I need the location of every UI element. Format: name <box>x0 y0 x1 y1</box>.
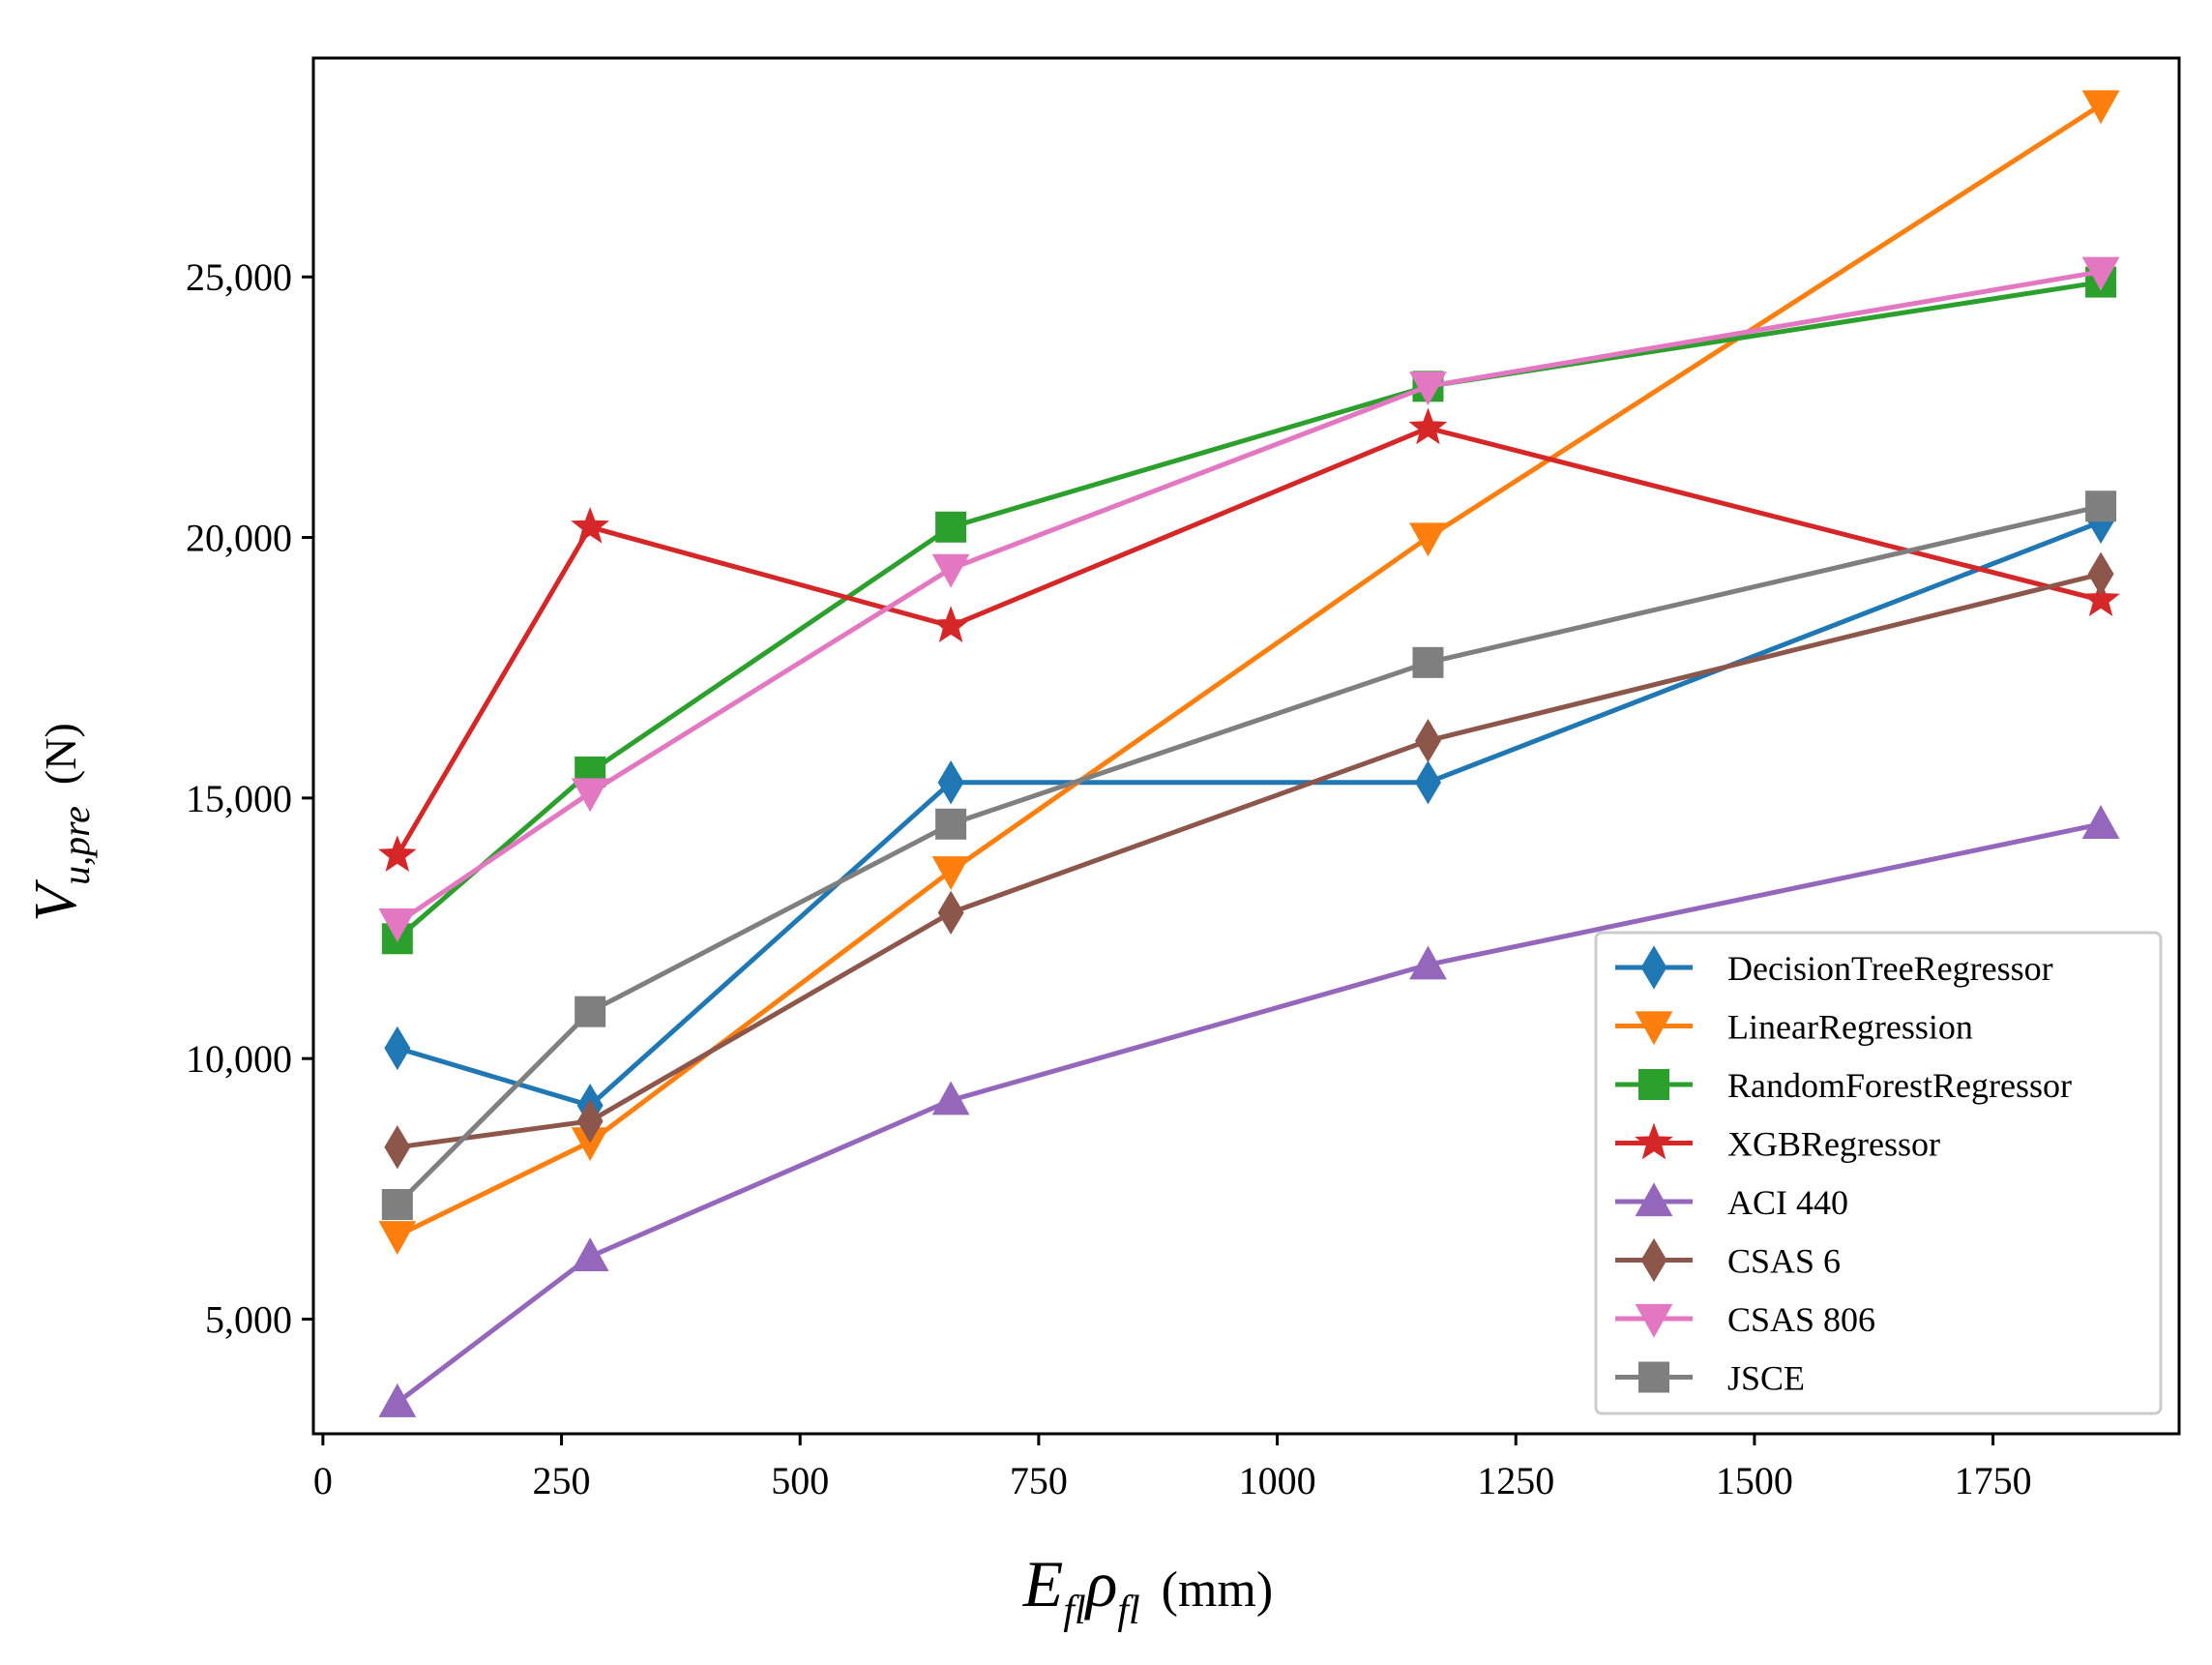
legend-label: JSCE <box>1727 1359 1805 1398</box>
data-point-marker <box>576 1099 604 1144</box>
data-point-marker <box>935 808 967 840</box>
data-point-marker <box>2085 491 2117 522</box>
legend-marker <box>1635 1011 1673 1046</box>
series-jsce <box>381 491 2117 1220</box>
x-axis-label-subscript-2: fl <box>1117 1589 1139 1633</box>
series-layer <box>377 90 2120 1417</box>
y-tick-label: 10,000 <box>186 1037 292 1081</box>
y-axis-label-unit: (N) <box>36 723 85 785</box>
series-decisiontreeregressor <box>384 499 2114 1128</box>
data-point-marker <box>931 606 970 643</box>
data-point-marker <box>2081 580 2120 617</box>
plot-area-frame <box>311 56 2181 1436</box>
x-axis-label-subscript-1: fl <box>1063 1589 1085 1633</box>
legend-label: CSAS 6 <box>1727 1242 1841 1281</box>
legend-marker <box>1635 1182 1673 1217</box>
y-tick-label: 25,000 <box>186 255 292 299</box>
data-point-marker <box>378 1221 417 1256</box>
x-axis-label-unit: (mm) <box>1162 1562 1274 1618</box>
data-point-marker <box>571 506 610 544</box>
legend-entry: LinearRegression <box>1615 1008 1973 1047</box>
x-tick-label: 1250 <box>1477 1459 1554 1502</box>
x-tick-label: 750 <box>1010 1459 1068 1502</box>
data-point-marker <box>575 996 606 1027</box>
series-aci-440 <box>378 805 2120 1417</box>
data-point-marker <box>377 835 417 873</box>
legend-frame <box>1594 931 2163 1415</box>
legend-marker <box>1640 945 1667 990</box>
data-point-marker <box>935 511 967 543</box>
y-axis-label-symbol: V <box>23 879 89 922</box>
x-tick-label: 1000 <box>1239 1459 1316 1502</box>
legend-entry: DecisionTreeRegressor <box>1615 945 2053 990</box>
x-tick-label: 1750 <box>1955 1459 2032 1502</box>
legend-label: ACI 440 <box>1727 1183 1848 1222</box>
data-point-marker <box>384 1125 411 1170</box>
legend-marker <box>1638 1361 1669 1393</box>
legend-marker <box>1640 1237 1667 1283</box>
data-point-marker <box>2081 805 2120 839</box>
y-tick-label: 20,000 <box>186 517 292 560</box>
data-point-marker <box>931 856 970 891</box>
legend-entry: RandomForestRegressor <box>1615 1066 2072 1105</box>
x-tick-label: 0 <box>313 1459 333 1502</box>
data-point-marker <box>1412 646 1444 678</box>
data-point-marker <box>2081 256 2120 291</box>
legend-marker <box>1635 1303 1673 1338</box>
series-xgbregressor <box>377 407 2120 873</box>
x-axis-label: Eflρfl (mm) <box>1022 1547 1273 1633</box>
data-point-marker <box>937 760 964 805</box>
data-point-marker <box>571 778 609 813</box>
axes-layer: 0 250 500 750 1000 1250 1500 1750 5,000 10,000 15,… <box>186 255 2032 1502</box>
legend-entry: JSCE <box>1615 1359 1805 1398</box>
legend-entry: CSAS 6 <box>1615 1237 1841 1283</box>
data-point-marker <box>2087 551 2114 596</box>
legend-entry: ACI 440 <box>1615 1182 1848 1222</box>
legend: DecisionTreeRegressor LinearRegression Ran… <box>1594 931 2163 1415</box>
series-linearregression <box>378 90 2120 1256</box>
x-tick-label: 1500 <box>1716 1459 1793 1502</box>
legend-entry: XGBRegressor <box>1615 1122 1940 1164</box>
x-axis-label-symbol: E <box>1022 1547 1064 1620</box>
y-tick-label: 15,000 <box>186 777 292 820</box>
data-point-marker <box>1408 407 1448 445</box>
y-axis-label: Vu,pre (N) <box>23 723 98 922</box>
data-point-marker <box>384 1026 411 1071</box>
series-csas-6 <box>384 551 2114 1170</box>
legend-label: RandomForestRegressor <box>1727 1066 2072 1105</box>
y-axis-label-subscript: u,pre <box>54 806 98 885</box>
legend-label: DecisionTreeRegressor <box>1727 949 2053 988</box>
x-axis-label-greek: ρ <box>1084 1547 1118 1620</box>
legend-label: XGBRegressor <box>1727 1125 1940 1164</box>
legend-entry: CSAS 806 <box>1615 1300 1875 1339</box>
legend-label: CSAS 806 <box>1727 1300 1875 1339</box>
data-point-marker <box>1409 372 1447 406</box>
legend-label: LinearRegression <box>1727 1008 1973 1047</box>
data-point-marker <box>1409 522 1447 557</box>
y-tick-label: 5,000 <box>205 1298 292 1342</box>
data-point-marker <box>937 890 964 936</box>
data-point-marker <box>1415 760 1441 805</box>
data-point-marker <box>1415 718 1441 763</box>
legend-marker <box>1635 1122 1673 1160</box>
data-point-marker <box>1409 945 1447 980</box>
data-point-marker <box>571 1237 609 1272</box>
data-point-marker <box>378 1383 417 1417</box>
data-point-marker <box>2081 90 2120 125</box>
data-point-marker <box>378 907 417 942</box>
x-tick-label: 250 <box>533 1459 591 1502</box>
series-csas-806 <box>378 256 2120 942</box>
data-point-marker <box>931 1081 970 1115</box>
legend-marker <box>1638 1069 1669 1100</box>
x-tick-label: 500 <box>771 1459 829 1502</box>
data-point-marker <box>381 1189 413 1220</box>
data-point-marker <box>931 553 970 588</box>
